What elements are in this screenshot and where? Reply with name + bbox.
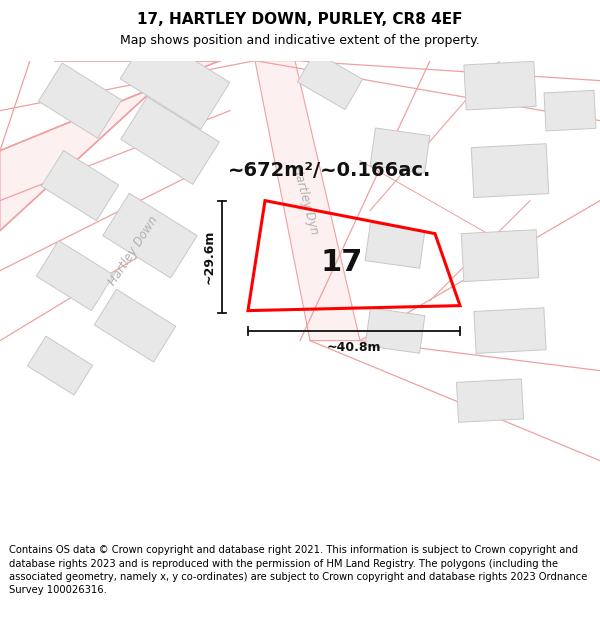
Text: 17: 17 (321, 248, 363, 277)
Polygon shape (471, 144, 549, 198)
Polygon shape (121, 97, 219, 184)
Text: ~672m²/~0.166ac.: ~672m²/~0.166ac. (228, 161, 431, 180)
Text: Contains OS data © Crown copyright and database right 2021. This information is : Contains OS data © Crown copyright and d… (9, 546, 587, 595)
Text: ~40.8m: ~40.8m (327, 341, 381, 354)
Polygon shape (41, 151, 119, 221)
Text: 17, HARTLEY DOWN, PURLEY, CR8 4EF: 17, HARTLEY DOWN, PURLEY, CR8 4EF (137, 11, 463, 26)
Polygon shape (28, 336, 92, 395)
Polygon shape (461, 230, 539, 281)
Text: ~29.6m: ~29.6m (203, 229, 216, 284)
Polygon shape (365, 223, 425, 268)
Polygon shape (544, 91, 596, 131)
Polygon shape (103, 193, 197, 278)
Polygon shape (120, 32, 230, 129)
Polygon shape (37, 241, 113, 311)
Text: Hartley Dyn: Hartley Dyn (290, 165, 320, 236)
Polygon shape (474, 308, 546, 353)
Polygon shape (457, 379, 524, 423)
Text: Map shows position and indicative extent of the property.: Map shows position and indicative extent… (120, 34, 480, 47)
Polygon shape (38, 63, 122, 138)
Polygon shape (464, 61, 536, 110)
Polygon shape (94, 289, 176, 362)
Polygon shape (255, 61, 360, 341)
Polygon shape (365, 308, 425, 353)
Polygon shape (298, 52, 362, 109)
Polygon shape (0, 61, 220, 231)
Polygon shape (370, 128, 430, 173)
Text: Hartley Down: Hartley Down (106, 213, 160, 288)
